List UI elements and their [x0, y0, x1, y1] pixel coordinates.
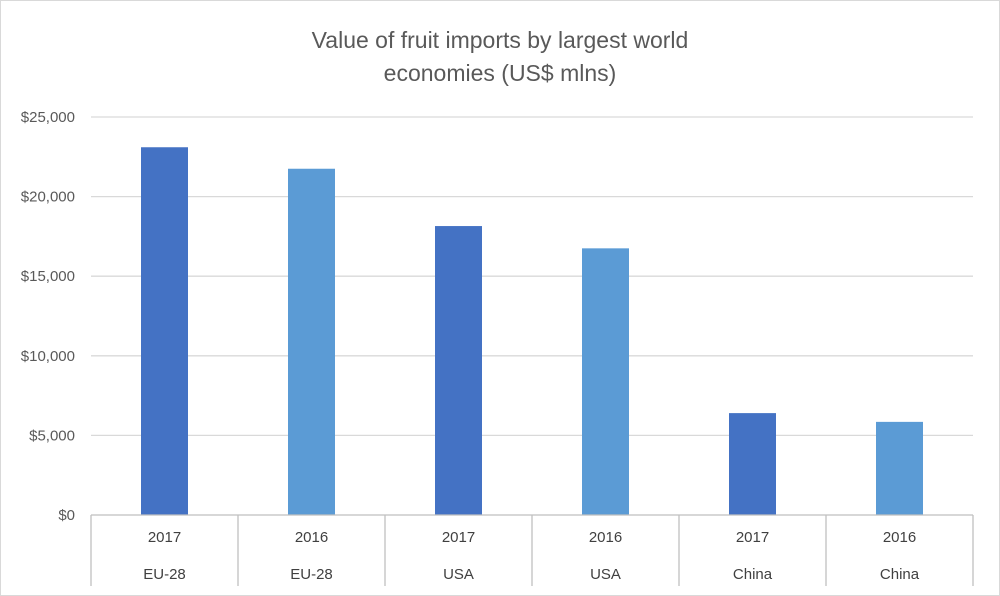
y-tick-label: $10,000	[21, 348, 75, 365]
bar-usa-2017	[435, 226, 482, 515]
y-tick-label: $15,000	[21, 268, 75, 285]
x-tick-label-year: 2017	[736, 529, 769, 546]
x-tick-label-economy: USA	[590, 566, 621, 583]
x-tick-label-economy: EU-28	[290, 566, 333, 583]
gridlines: $0 $5,000 $10,000 $15,000 $20,000 $25,000	[21, 109, 973, 524]
y-tick-label: $0	[58, 507, 75, 524]
bars	[141, 147, 923, 516]
x-tick-label-economy: EU-28	[143, 566, 186, 583]
x-tick-label-economy: USA	[443, 566, 474, 583]
x-tick-label-year: 2016	[295, 529, 328, 546]
x-tick-label-economy: China	[733, 566, 773, 583]
chart-title-line-2: economies (US$ mlns)	[384, 60, 617, 86]
y-tick-label: $20,000	[21, 189, 75, 206]
y-tick-label: $25,000	[21, 109, 75, 126]
x-tick-label-year: 2016	[589, 529, 622, 546]
bar-china-2017	[729, 413, 776, 515]
x-tick-label-year: 2016	[883, 529, 916, 546]
chart-title-line-1: Value of fruit imports by largest world	[312, 27, 689, 53]
bar-eu-28-2016	[288, 168, 335, 516]
bar-eu-28-2017	[141, 147, 188, 516]
bar-china-2016	[876, 421, 923, 515]
x-tick-label-year: 2017	[148, 529, 181, 546]
y-tick-label: $5,000	[29, 427, 75, 444]
x-tick-label-economy: China	[880, 566, 920, 583]
bar-usa-2016	[582, 248, 629, 515]
x-tick-label-year: 2017	[442, 529, 475, 546]
category-axis: 2017 EU-28 2016 EU-28 2017 USA 2016 USA 2017 Chin…	[90, 514, 974, 586]
